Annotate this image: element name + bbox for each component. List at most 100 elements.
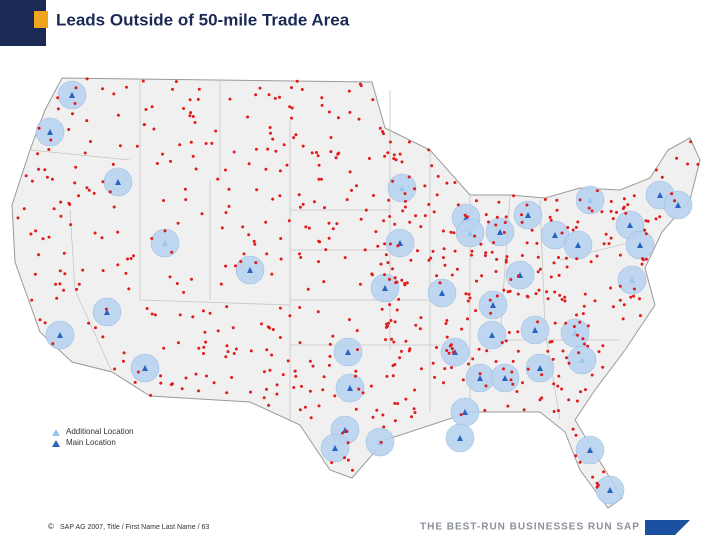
lead-dot <box>453 249 457 253</box>
lead-dot <box>586 344 590 348</box>
lead-dot <box>449 230 453 234</box>
lead-dot <box>225 305 229 309</box>
lead-dot <box>622 197 626 201</box>
lead-dot <box>297 193 301 197</box>
footer-text: SAP AG 2007, Title / First Name Last Nam… <box>60 524 209 531</box>
location-marker <box>142 365 148 371</box>
lead-dot <box>565 356 568 360</box>
lead-dot <box>56 96 60 100</box>
lead-dot <box>461 378 465 382</box>
lead-dot <box>545 290 549 294</box>
lead-dot <box>63 272 67 276</box>
lead-dot <box>298 205 302 209</box>
lead-dot <box>507 331 511 334</box>
location-marker <box>637 242 643 248</box>
lead-dot <box>504 258 508 262</box>
lead-dot <box>171 87 174 91</box>
lead-dot <box>509 378 513 382</box>
lead-dot <box>307 226 311 230</box>
lead-dot <box>228 97 232 101</box>
lead-dot <box>618 284 622 288</box>
lead-dot <box>393 419 397 423</box>
lead-dot <box>500 341 504 345</box>
lead-dot <box>268 126 272 129</box>
lead-dot <box>334 156 338 160</box>
lead-dot <box>392 157 396 161</box>
lead-dot <box>265 348 269 352</box>
lead-dot <box>271 197 275 201</box>
lead-dot <box>386 151 390 155</box>
lead-dot <box>321 388 325 392</box>
lead-dot <box>145 307 149 310</box>
lead-dot <box>363 248 367 252</box>
lead-dot <box>567 361 571 365</box>
location-marker <box>575 242 581 248</box>
lead-dot <box>361 391 365 395</box>
lead-dot <box>331 227 335 231</box>
lead-dot <box>124 271 128 275</box>
lead-dot <box>484 251 488 255</box>
lead-dot <box>464 292 468 296</box>
lead-dot <box>81 268 85 272</box>
lead-dot <box>473 234 477 238</box>
lead-dot <box>600 210 604 214</box>
lead-dot <box>127 287 131 291</box>
lead-dot <box>101 87 104 91</box>
lead-dot <box>467 362 470 366</box>
lead-dot <box>407 349 411 353</box>
lead-dot <box>262 396 266 400</box>
lead-dot <box>30 298 34 302</box>
lead-dot <box>45 175 49 179</box>
lead-dot <box>298 408 302 412</box>
lead-dot <box>488 298 492 302</box>
lead-dot <box>142 123 146 127</box>
lead-dot <box>471 357 475 361</box>
lead-dot <box>300 384 303 388</box>
lead-dot <box>549 218 553 222</box>
lead-dot <box>485 349 489 353</box>
lead-dot <box>516 330 520 334</box>
lead-dot <box>136 370 140 374</box>
lead-dot <box>320 177 323 181</box>
lead-dot <box>68 203 72 206</box>
lead-dot <box>205 374 208 378</box>
lead-dot <box>73 102 77 105</box>
lead-dot <box>43 168 47 172</box>
lead-dot <box>538 267 542 271</box>
lead-dot <box>170 250 174 254</box>
lead-dot <box>200 212 204 216</box>
lead-dot <box>502 288 506 292</box>
lead-dot <box>255 188 259 192</box>
lead-dot <box>583 342 586 346</box>
lead-dot <box>242 252 246 256</box>
lead-dot <box>333 394 337 398</box>
lead-dot <box>219 282 223 286</box>
lead-dot <box>442 381 445 385</box>
lead-dot <box>348 110 352 114</box>
lead-dot <box>466 317 469 321</box>
location-marker <box>57 332 63 338</box>
lead-dot <box>490 250 494 254</box>
lead-dot <box>264 167 268 171</box>
lead-dot <box>583 292 587 296</box>
lead-dot <box>83 151 87 155</box>
legend-label: Main Location <box>66 438 116 447</box>
lead-dot <box>575 257 579 261</box>
lead-dot <box>601 365 605 369</box>
lead-dot <box>504 339 508 343</box>
legend-label: Additional Location <box>66 427 134 436</box>
lead-dot <box>383 273 386 277</box>
lead-dot <box>404 199 407 203</box>
lead-dot <box>162 199 165 202</box>
lead-dot <box>552 410 556 413</box>
lead-dot <box>249 390 252 394</box>
lead-dot <box>290 86 293 90</box>
lead-dot <box>62 251 66 255</box>
lead-dot <box>92 191 96 195</box>
lead-dot <box>456 203 460 207</box>
lead-dot <box>49 138 53 142</box>
lead-dot <box>686 162 690 166</box>
lead-dot <box>427 258 431 262</box>
lead-dot <box>553 290 557 294</box>
lead-dot <box>169 159 173 163</box>
